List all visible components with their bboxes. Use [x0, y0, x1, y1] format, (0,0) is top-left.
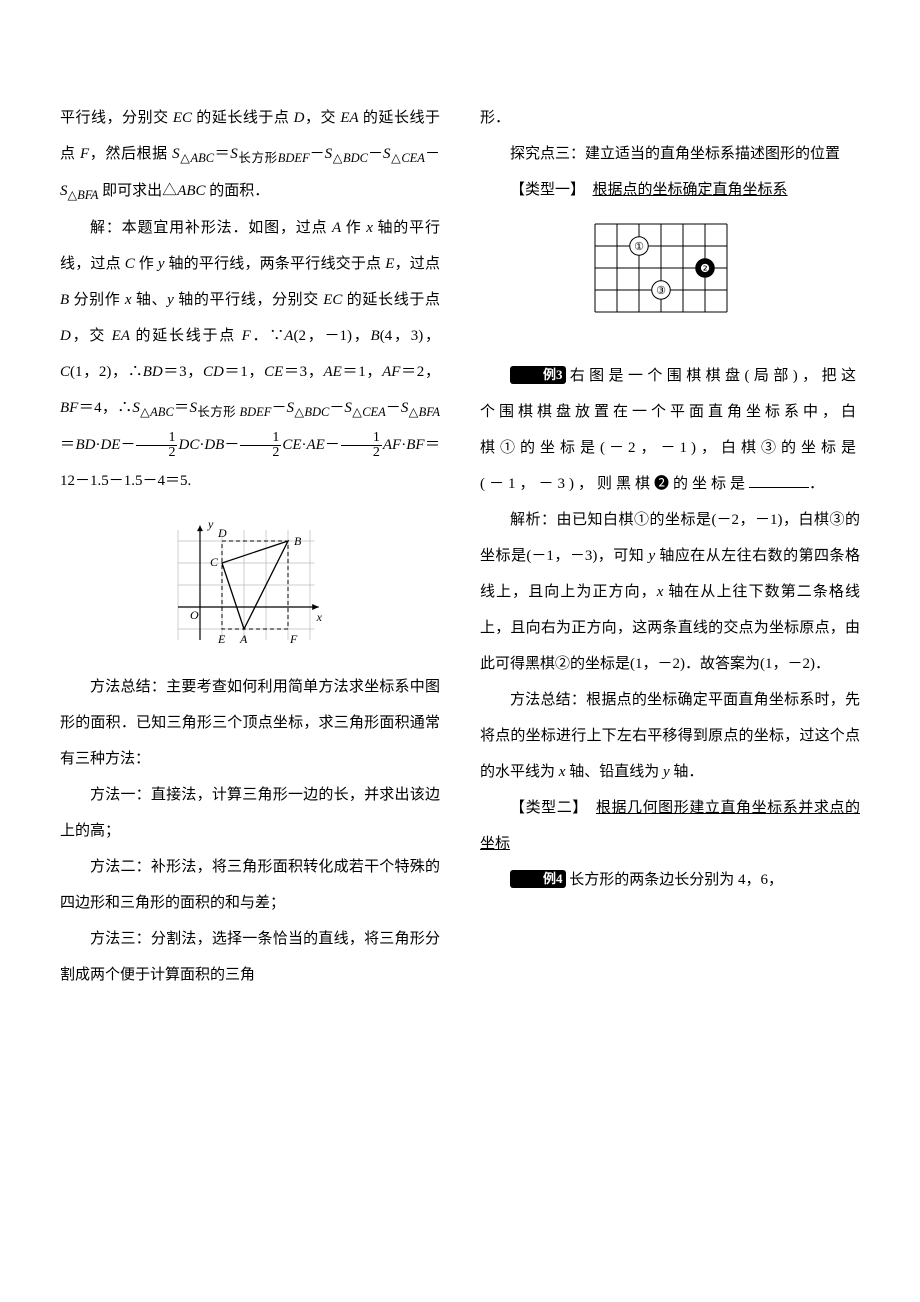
example-4-badge: 例4: [510, 870, 566, 888]
svg-text:❷: ❷: [700, 263, 710, 275]
svg-text:x: x: [316, 610, 323, 624]
type-1-heading: 【类型一】 根据点的坐标确定直角坐标系: [480, 172, 860, 208]
example-3-badge: 例3: [510, 366, 566, 384]
answer-blank: [749, 472, 809, 488]
svg-text:E: E: [217, 632, 226, 646]
left-column: 平行线，分别交 EC 的延长线于点 D，交 EA 的延长线于点 F，然后根据 S…: [60, 100, 440, 993]
method-1: 方法一：直接法，计算三角形一边的长，并求出该边上的高；: [60, 777, 440, 849]
explore-3: 探究点三：建立适当的直角坐标系描述图形的位置: [480, 136, 860, 172]
type-1-title: 根据点的坐标确定直角坐标系: [593, 182, 788, 198]
svg-text:D: D: [217, 526, 227, 540]
svg-text:B: B: [294, 534, 302, 548]
svg-text:③: ③: [656, 285, 666, 297]
svg-text:F: F: [289, 632, 298, 646]
svg-text:y: y: [207, 517, 214, 531]
example-4-body: 长方形的两条边长分别为 4，6，: [569, 872, 783, 888]
left-p1: 平行线，分别交 EC 的延长线于点 D，交 EA 的延长线于点 F，然后根据 S…: [60, 100, 440, 210]
type-2-label: 【类型二】: [510, 800, 580, 816]
left-summary: 方法总结：主要考查如何利用简单方法求坐标系中图形的面积．已知三角形三个顶点坐标，…: [60, 669, 440, 777]
type-1-label: 【类型一】: [510, 182, 578, 198]
svg-text:C: C: [210, 555, 219, 569]
example-4: 例4 长方形的两条边长分别为 4，6，: [480, 862, 860, 898]
svg-text:A: A: [239, 632, 248, 646]
method-2: 方法二：补形法，将三角形面积转化成若干个特殊的四边形和三角形的面积的和与差；: [60, 849, 440, 921]
svg-text:①: ①: [634, 241, 644, 253]
go-board-figure: ① ③ ❷: [480, 216, 860, 350]
example-3: 例3 右图是一个围棋棋盘(局部)，把这个围棋棋盘放置在一个平面直角坐标系中，白棋…: [480, 358, 860, 502]
analysis: 解析：由已知白棋①的坐标是(－2，－1)，白棋③的坐标是(－1，－3)，可知 y…: [480, 502, 860, 682]
coordinate-figure: Ox y A B C D E F: [60, 507, 440, 661]
right-column: 形． 探究点三：建立适当的直角坐标系描述图形的位置 【类型一】 根据点的坐标确定…: [480, 100, 860, 993]
method-3: 方法三：分割法，选择一条恰当的直线，将三角形分割成两个便于计算面积的三角: [60, 921, 440, 993]
right-summary: 方法总结：根据点的坐标确定平面直角坐标系时，先将点的坐标进行上下左右平移得到原点…: [480, 682, 860, 790]
right-continuation: 形．: [480, 100, 860, 136]
example-3-body-b: ．: [809, 476, 824, 492]
type-2-heading: 【类型二】 根据几何图形建立直角坐标系并求点的坐标: [480, 790, 860, 862]
svg-text:O: O: [190, 608, 199, 622]
left-solution: 解：本题宜用补形法．如图，过点 A 作 x 轴的平行线，过点 C 作 y 轴的平…: [60, 210, 440, 499]
